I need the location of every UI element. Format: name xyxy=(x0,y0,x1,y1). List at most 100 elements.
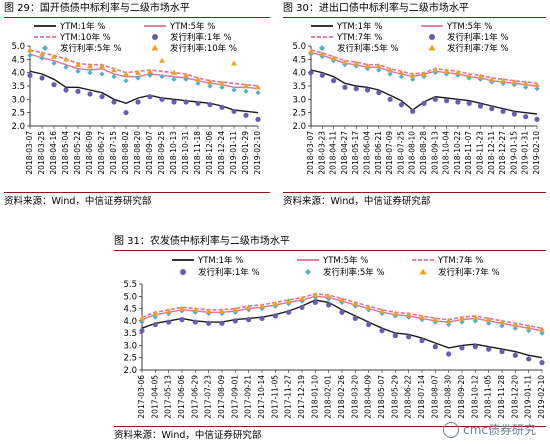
data-point xyxy=(243,83,249,89)
figure-31-title: 图 31：农发债中标利率与二级市场水平 xyxy=(114,236,290,247)
data-point xyxy=(219,308,225,314)
x-tick-label: 2018-05-04 xyxy=(61,131,70,175)
data-point xyxy=(512,325,518,331)
data-point xyxy=(232,318,238,324)
x-tick-label: 2018-10-04 xyxy=(442,131,451,175)
x-tick-label: 2018-04-27 xyxy=(340,131,349,175)
data-point xyxy=(255,84,261,90)
data-point xyxy=(387,96,393,102)
x-tick-label: 2018-09-07 xyxy=(145,131,154,175)
data-point xyxy=(523,114,529,120)
data-point xyxy=(472,344,478,350)
x-tick-label: 2018-03-07 xyxy=(306,131,315,175)
data-point xyxy=(39,75,45,81)
data-point xyxy=(341,59,348,65)
data-point xyxy=(352,300,359,306)
data-point xyxy=(353,60,360,66)
data-point xyxy=(326,302,332,308)
y-tick-label: 3.5 xyxy=(292,82,306,92)
legend-swatch xyxy=(429,34,435,40)
data-point xyxy=(243,88,249,94)
data-point xyxy=(111,74,117,80)
data-point xyxy=(87,91,93,97)
series-line xyxy=(29,70,259,114)
data-point xyxy=(398,102,404,108)
x-tick-label: 2018-10-13 xyxy=(169,131,178,175)
data-point xyxy=(419,337,425,344)
data-point xyxy=(339,296,345,303)
data-point xyxy=(166,319,172,325)
data-point xyxy=(308,51,314,57)
data-point xyxy=(219,320,225,326)
x-tick-label: 2018-08-10 xyxy=(408,131,417,175)
data-point xyxy=(312,292,319,298)
figure-30-rule xyxy=(283,17,546,18)
legend-label: 发行利率:5年 % xyxy=(60,43,122,54)
data-point xyxy=(207,79,213,85)
x-tick-label: 2018-10-31 xyxy=(181,131,190,175)
data-point xyxy=(459,315,465,321)
legend-swatch xyxy=(419,268,427,275)
data-point xyxy=(27,47,33,53)
x-tick-label: 2017-07-23 xyxy=(204,375,213,419)
data-point xyxy=(365,304,372,310)
x-tick-label: 2018-06-09 xyxy=(85,131,94,175)
data-point xyxy=(99,71,105,77)
figure-31-source: 资料来源：Wind，中信证券研究部 xyxy=(114,430,262,441)
data-point xyxy=(486,346,492,352)
x-tick-label: 2018-09-20 xyxy=(457,375,466,419)
data-point xyxy=(410,108,416,114)
data-point xyxy=(207,83,213,89)
data-point xyxy=(159,74,165,80)
x-tick-label: 2017-09-01 xyxy=(230,375,239,419)
x-tick-label: 2018-12-06 xyxy=(205,131,214,175)
data-point xyxy=(539,360,545,366)
data-point xyxy=(245,304,252,310)
data-point xyxy=(522,80,529,86)
legend-label: YTM:1年 % xyxy=(197,255,243,266)
x-tick-label: 2019-01-31 xyxy=(521,131,530,175)
x-tick-label: 2018-02-01 xyxy=(324,375,333,419)
data-point xyxy=(192,319,198,325)
data-point xyxy=(432,70,438,76)
x-tick-label: 2018-10-12 xyxy=(470,375,479,419)
data-point xyxy=(352,315,358,321)
legend-label: 发行利率:7年 % xyxy=(438,267,500,278)
data-point xyxy=(432,316,439,322)
x-tick-label: 2018-08-30 xyxy=(444,375,453,419)
x-tick-label: 2017-03-06 xyxy=(137,375,146,419)
data-point xyxy=(421,71,427,77)
data-point xyxy=(319,72,325,78)
data-point xyxy=(111,67,117,73)
x-tick-label: 2018-07-15 xyxy=(109,131,118,175)
data-point xyxy=(534,116,540,122)
legend-label: 发行利率:7年 % xyxy=(447,43,509,54)
data-point xyxy=(488,76,495,82)
data-point xyxy=(499,348,505,355)
y-tick-label: 3.5 xyxy=(11,82,25,92)
y-tick-label: 4.5 xyxy=(11,55,25,65)
legend-label: YTM:5年 % xyxy=(446,21,492,32)
data-point xyxy=(286,309,292,315)
data-point xyxy=(123,71,129,77)
data-point xyxy=(511,79,518,85)
data-point xyxy=(445,317,452,324)
x-tick-label: 2018-01-10 xyxy=(310,375,319,419)
x-tick-label: 2018-11-28 xyxy=(497,375,506,419)
data-point xyxy=(459,345,465,351)
data-point xyxy=(87,63,93,69)
x-tick-label: 2018-08-07 xyxy=(430,375,439,419)
x-tick-label: 2017-11-27 xyxy=(284,375,293,419)
data-point xyxy=(325,293,332,299)
data-point xyxy=(63,87,69,93)
x-tick-label: 2017-08-09 xyxy=(217,375,226,419)
legend-label: YTM:5年 % xyxy=(322,255,368,266)
legend-label: 发行利率:1年 % xyxy=(447,32,509,43)
y-tick-label: 5.0 xyxy=(11,42,25,52)
data-point xyxy=(159,57,165,63)
y-tick-label: 5.5 xyxy=(123,280,137,290)
data-point xyxy=(364,66,371,72)
x-tick-label: 2018-03-23 xyxy=(317,131,326,175)
data-point xyxy=(171,76,177,82)
data-point xyxy=(406,334,412,340)
